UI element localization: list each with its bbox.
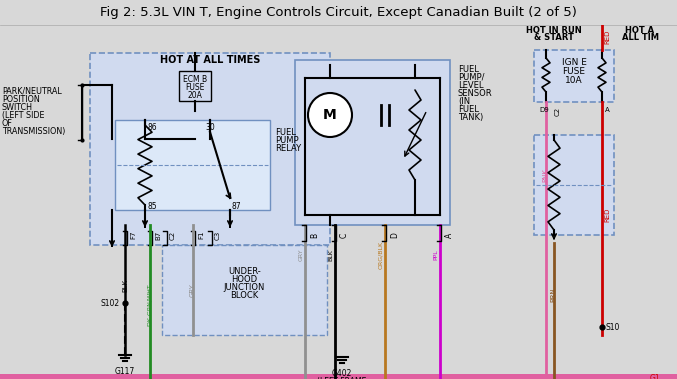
Text: 85: 85 xyxy=(148,202,158,211)
Text: OF: OF xyxy=(2,119,13,128)
Text: S10: S10 xyxy=(606,323,620,332)
Text: ALL TIM: ALL TIM xyxy=(621,33,659,42)
Bar xyxy=(295,60,450,225)
Text: IGN E: IGN E xyxy=(561,58,586,67)
Text: G1: G1 xyxy=(649,374,660,379)
Text: D9: D9 xyxy=(539,107,549,113)
Text: G402: G402 xyxy=(332,369,352,378)
Text: PUMP/: PUMP/ xyxy=(458,73,485,82)
Text: TANK): TANK) xyxy=(458,113,483,122)
Bar xyxy=(90,53,330,245)
Text: LEVEL: LEVEL xyxy=(458,81,483,90)
Text: PARK/NEUTRAL: PARK/NEUTRAL xyxy=(2,87,62,96)
Text: DK GRN/WHT: DK GRN/WHT xyxy=(147,284,152,326)
Text: BRN: BRN xyxy=(550,288,556,302)
Circle shape xyxy=(308,93,352,137)
Bar xyxy=(162,245,327,335)
Bar xyxy=(179,71,211,101)
Text: HOT AT ALL TIMES: HOT AT ALL TIMES xyxy=(160,55,260,65)
Text: SENSOR: SENSOR xyxy=(458,89,493,98)
Text: & START: & START xyxy=(534,33,574,42)
Bar xyxy=(534,50,614,102)
Text: 87: 87 xyxy=(232,202,242,211)
Text: SWITCH: SWITCH xyxy=(2,103,33,112)
Text: 30: 30 xyxy=(205,123,215,132)
Text: B: B xyxy=(310,232,319,238)
Text: 86: 86 xyxy=(148,123,158,132)
Text: A: A xyxy=(445,232,454,238)
Text: G117: G117 xyxy=(115,367,135,376)
Text: HOT A: HOT A xyxy=(626,26,655,35)
Text: GRY: GRY xyxy=(190,283,196,297)
Text: (LEFT FRAME: (LEFT FRAME xyxy=(318,377,367,379)
Text: FUEL: FUEL xyxy=(458,105,479,114)
Text: FUEL: FUEL xyxy=(275,128,296,137)
Text: F7: F7 xyxy=(130,231,136,239)
Text: HOT IN RUN: HOT IN RUN xyxy=(526,26,582,35)
Text: C2: C2 xyxy=(555,107,561,116)
Text: PNK: PNK xyxy=(542,168,548,182)
Text: RELAY: RELAY xyxy=(275,144,301,153)
Text: FUSE: FUSE xyxy=(563,67,586,76)
Text: C2: C2 xyxy=(170,230,176,240)
Text: BLK: BLK xyxy=(122,279,128,291)
Text: HOOD: HOOD xyxy=(232,275,257,284)
Text: PUMP: PUMP xyxy=(275,136,299,145)
Text: ORG/BLK: ORG/BLK xyxy=(378,241,383,269)
Bar xyxy=(0,374,677,379)
Text: PPL: PPL xyxy=(433,250,439,260)
Text: ECM B: ECM B xyxy=(183,75,207,84)
Text: (LEFT SIDE: (LEFT SIDE xyxy=(2,111,45,120)
Text: S102: S102 xyxy=(101,299,120,307)
Text: 10A: 10A xyxy=(565,76,583,85)
Text: FUEL: FUEL xyxy=(458,65,479,74)
Text: BLOCK: BLOCK xyxy=(230,291,259,300)
Text: F1: F1 xyxy=(198,231,204,239)
Text: D: D xyxy=(390,232,399,238)
Text: BLK: BLK xyxy=(328,249,334,261)
Text: C: C xyxy=(340,232,349,238)
Text: (IN: (IN xyxy=(458,97,470,106)
Text: C3: C3 xyxy=(215,230,221,240)
Text: A: A xyxy=(605,107,609,113)
Text: B7: B7 xyxy=(155,230,161,240)
Text: UNDER-: UNDER- xyxy=(228,267,261,276)
Text: Fig 2: 5.3L VIN T, Engine Controls Circuit, Except Canadian Built (2 of 5): Fig 2: 5.3L VIN T, Engine Controls Circu… xyxy=(100,6,577,19)
Text: RED: RED xyxy=(604,30,610,44)
Text: POSITION: POSITION xyxy=(2,95,40,104)
Text: TRANSMISSION): TRANSMISSION) xyxy=(2,127,66,136)
Bar xyxy=(534,135,614,235)
Text: GRY: GRY xyxy=(299,249,303,261)
Text: M: M xyxy=(323,108,337,122)
Bar xyxy=(115,120,270,210)
Text: JUNCTION: JUNCTION xyxy=(224,283,265,292)
Text: 20A: 20A xyxy=(188,91,202,100)
Text: RED: RED xyxy=(604,208,610,222)
Text: FUSE: FUSE xyxy=(185,83,204,92)
